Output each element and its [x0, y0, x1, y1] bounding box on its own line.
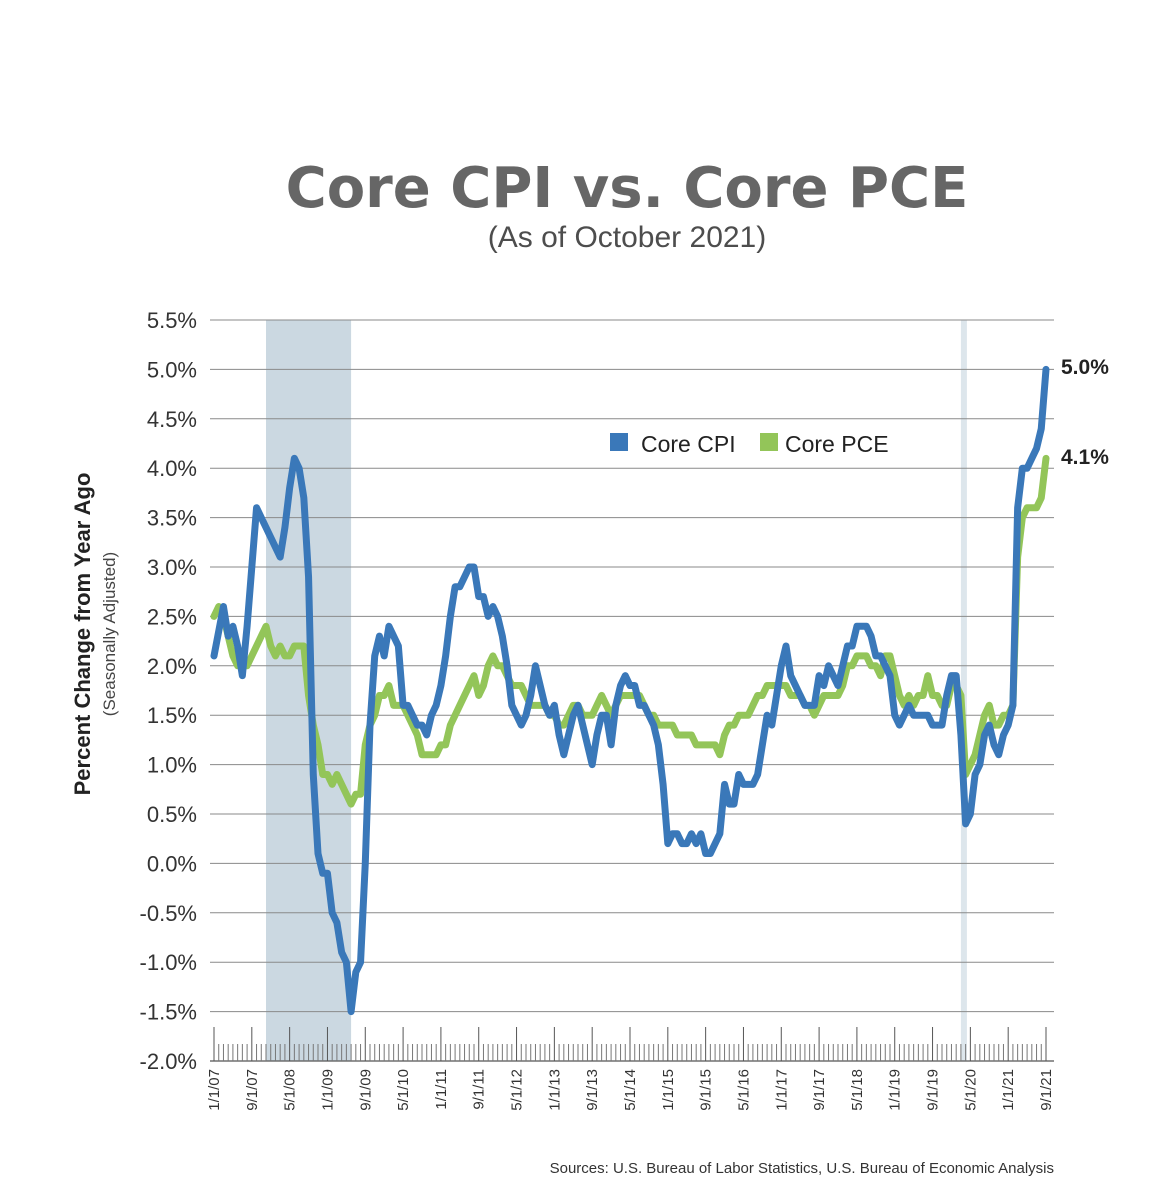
- y-tick-label: 0.0%: [147, 851, 197, 876]
- x-tick-label: 9/1/21: [1038, 1069, 1055, 1111]
- x-tick-label: 5/1/18: [849, 1069, 866, 1111]
- y-tick-label: 2.0%: [147, 654, 197, 679]
- y-axis-title: Percent Change from Year Ago: [70, 473, 95, 796]
- y-tick-label: 5.0%: [147, 357, 197, 382]
- x-tick-label: 1/1/11: [433, 1069, 450, 1110]
- y-tick-label: 3.0%: [147, 555, 197, 580]
- legend-label-core-pce: Core PCE: [785, 431, 889, 457]
- series-line-core-cpi: [210, 365, 1050, 1016]
- x-tick-label: 5/1/14: [622, 1069, 639, 1111]
- source-note: Sources: U.S. Bureau of Labor Statistics…: [550, 1160, 1054, 1177]
- y-tick-label: -2.0%: [140, 1049, 197, 1074]
- legend-label-core-cpi: Core CPI: [641, 431, 736, 457]
- y-tick-label: 1.5%: [147, 703, 197, 728]
- y-tick-label: 1.0%: [147, 753, 197, 778]
- y-tick-label: 4.5%: [147, 407, 197, 432]
- y-axis-subtitle-group: (Seasonally Adjusted): [100, 552, 119, 716]
- x-tick-label: 1/1/07: [206, 1069, 223, 1111]
- x-axis-ticks: 1/1/07 9/1/07 5/1/08 1/1/09 9/1/09 5/1/10 1/1/…: [206, 1027, 1055, 1111]
- y-tick-label: 3.5%: [147, 506, 197, 531]
- x-tick-label: 5/1/12: [509, 1069, 526, 1111]
- x-tick-label: 5/1/10: [395, 1069, 412, 1111]
- x-tick-label: 9/1/19: [925, 1069, 942, 1111]
- y-tick-label: 2.5%: [147, 604, 197, 629]
- y-tick-label: 0.5%: [147, 802, 197, 827]
- y-tick-label: -1.0%: [140, 950, 197, 975]
- y-axis-subtitle: (Seasonally Adjusted): [100, 552, 119, 716]
- recession-band: [960, 320, 967, 1061]
- chart-subtitle: (As of October 2021): [488, 221, 766, 254]
- x-tick-label: 1/1/09: [319, 1069, 336, 1111]
- chart-title: Core CPI vs. Core PCE: [286, 156, 969, 221]
- y-tick-label: 5.5%: [147, 308, 197, 333]
- x-tick-label: 1/1/17: [773, 1069, 790, 1111]
- x-tick-label: 9/1/15: [698, 1069, 715, 1111]
- x-tick-label: 9/1/13: [584, 1069, 601, 1111]
- legend-swatch-core-pce: [760, 433, 778, 451]
- x-tick-label: 9/1/17: [811, 1069, 828, 1111]
- x-tick-label: 1/1/15: [660, 1069, 677, 1111]
- legend-swatch-core-cpi: [610, 433, 628, 451]
- y-axis-title-group: Percent Change from Year Ago: [70, 473, 95, 796]
- x-tick-label: 1/1/13: [546, 1069, 563, 1111]
- x-tick-label: 9/1/11: [471, 1069, 488, 1110]
- x-tick-label: 1/1/21: [1000, 1069, 1017, 1111]
- y-tick-label: -0.5%: [140, 901, 197, 926]
- x-tick-label: 5/1/16: [735, 1069, 752, 1111]
- y-tick-label: 4.0%: [147, 456, 197, 481]
- x-tick-label: 9/1/07: [244, 1069, 261, 1111]
- x-tick-label: 1/1/19: [887, 1069, 904, 1111]
- legend: Core CPI Core PCE: [610, 431, 889, 457]
- end-label-core-pce: 4.1%: [1061, 446, 1109, 469]
- end-label-core-cpi: 5.0%: [1061, 356, 1109, 379]
- x-tick-label: 5/1/08: [282, 1069, 299, 1111]
- series-lines: [210, 365, 1050, 1016]
- series-line-core-pce: [210, 454, 1050, 808]
- x-tick-label: 5/1/20: [962, 1069, 979, 1111]
- y-tick-label: -1.5%: [140, 1000, 197, 1025]
- y-axis-ticks: 5.5% 5.0% 4.5% 4.0% 3.5% 3.0% 2.5% 2.0% 1.5% 1.0%…: [140, 308, 197, 1074]
- x-tick-label: 9/1/09: [357, 1069, 374, 1111]
